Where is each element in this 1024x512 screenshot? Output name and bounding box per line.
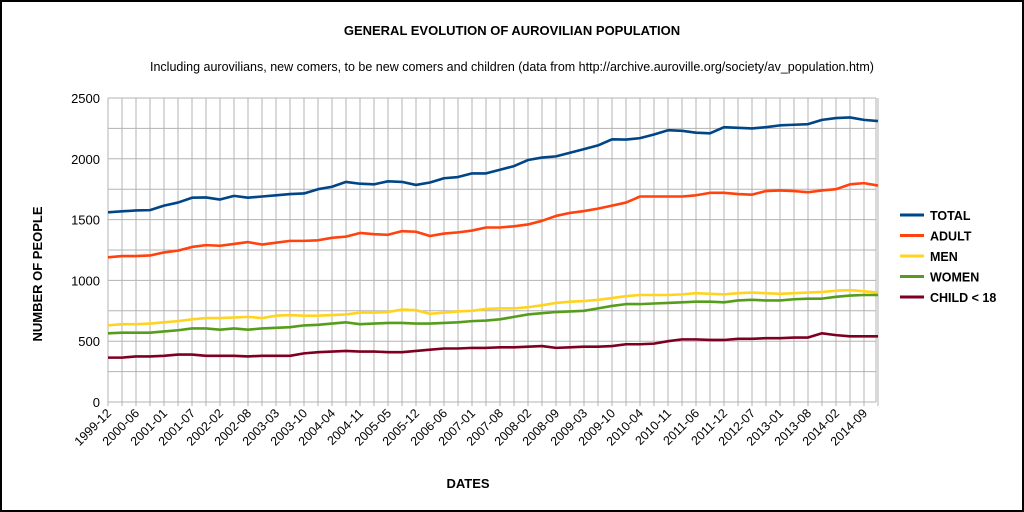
y-axis-label: NUMBER OF PEOPLE [30, 206, 45, 341]
x-axis-label: DATES [446, 476, 489, 491]
chart-subtitle: Including aurovilians, new comers, to be… [150, 60, 874, 74]
chart-title: GENERAL EVOLUTION OF AUROVILIAN POPULATI… [344, 23, 680, 38]
legend-label: CHILD < 18 [930, 291, 996, 305]
y-tick-label: 2000 [71, 152, 100, 167]
legend-label: MEN [930, 250, 958, 264]
legend-label: WOMEN [930, 271, 979, 285]
series-line-women [107, 293, 878, 335]
y-tick-label: 1000 [71, 273, 100, 288]
y-tick-label: 0 [93, 395, 100, 410]
series-line-adult [107, 181, 879, 259]
series-line-total [107, 116, 879, 214]
y-tick-label: 2500 [71, 91, 100, 106]
legend-label: ADULT [930, 230, 972, 244]
y-tick-label: 500 [78, 334, 100, 349]
y-tick-label: 1500 [71, 213, 100, 228]
series-line-child-18 [108, 331, 878, 359]
legend-label: TOTAL [930, 209, 971, 223]
series-line-men [107, 288, 879, 327]
